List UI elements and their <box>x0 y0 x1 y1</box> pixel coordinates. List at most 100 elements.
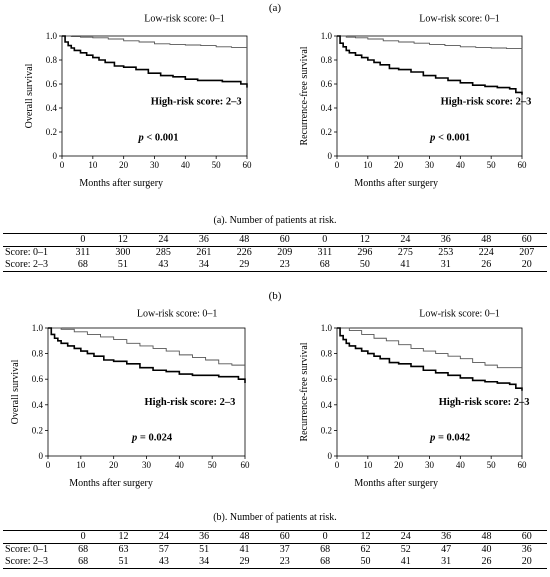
y-tick-label: 0 <box>53 151 58 161</box>
row-label: Score: 0–1 <box>5 544 49 555</box>
x-tick-label: 30 <box>425 460 435 470</box>
count-cell: 311 <box>317 247 333 258</box>
high-risk-curve <box>48 327 246 384</box>
high-risk-curve <box>62 35 248 88</box>
low-risk-label: Low-risk score: 0–1 <box>137 308 218 319</box>
y-tick-label: 0.2 <box>32 425 43 435</box>
count-cell: 224 <box>478 247 494 258</box>
count-cell: 68 <box>320 544 331 555</box>
count-cell: 51 <box>102 259 144 272</box>
panel-b-label: (b) <box>268 290 282 302</box>
time-cell: 60 <box>264 530 305 544</box>
y-axis-label: Overall survival <box>24 63 35 128</box>
count-cell: 68 <box>304 259 345 272</box>
y-tick-label: 1.0 <box>46 31 58 41</box>
time-cell: 60 <box>506 233 547 247</box>
low-risk-curve <box>62 35 247 48</box>
count-cell: 68 <box>78 544 89 555</box>
count-cell: 36 <box>521 544 532 555</box>
count-cell: 68 <box>304 556 346 569</box>
time-cell: 24 <box>385 530 426 544</box>
low-risk-label: Low-risk score: 0–1 <box>419 14 500 25</box>
x-tick-label: 40 <box>456 460 466 470</box>
time-cell: 24 <box>143 233 184 247</box>
count-cell: 62 <box>360 544 371 555</box>
count-cell: 275 <box>397 247 413 258</box>
caption-a: (a). Number of patients at risk. <box>213 215 337 226</box>
time-cell: 12 <box>103 530 144 544</box>
high-risk-curve <box>337 327 523 391</box>
y-tick-label: 0.4 <box>321 400 333 410</box>
y-tick-label: 0.2 <box>321 425 332 435</box>
time-cell: 48 <box>224 233 265 247</box>
table-row: Score: 0–1 311 300 285 261 226 209 311 2… <box>3 247 547 260</box>
count-cell: 23 <box>264 556 305 569</box>
x-tick-label: 50 <box>487 160 497 170</box>
count-cell: 50 <box>344 259 386 272</box>
low-risk-label: Low-risk score: 0–1 <box>144 14 225 25</box>
count-cell: 296 <box>357 247 373 258</box>
y-tick-label: 0.2 <box>321 127 332 137</box>
table-row: Score: 2–3 68 51 43 34 29 23 68 50 41 31… <box>3 556 547 569</box>
y-axis-label: Overall survival <box>10 359 21 424</box>
x-tick-label: 30 <box>150 160 160 170</box>
count-cell: 209 <box>277 247 293 258</box>
count-cell: 285 <box>155 247 171 258</box>
count-cell: 37 <box>279 544 290 555</box>
y-tick-label: 0.6 <box>32 374 44 384</box>
row-label: Score: 2–3 <box>3 259 63 272</box>
count-cell: 20 <box>506 556 547 569</box>
x-tick-label: 20 <box>394 460 404 470</box>
count-cell: 40 <box>481 544 492 555</box>
count-cell: 31 <box>425 556 467 569</box>
x-tick-label: 50 <box>208 460 218 470</box>
count-cell: 68 <box>63 556 104 569</box>
high-risk-label: High-risk score: 2–3 <box>441 96 532 107</box>
count-cell: 51 <box>103 556 144 569</box>
x-tick-label: 40 <box>175 460 185 470</box>
y-tick-label: 1.0 <box>321 31 333 41</box>
count-cell: 51 <box>199 544 210 555</box>
table-row: Score: 2–3 68 51 43 34 29 23 68 50 41 31… <box>3 259 547 272</box>
low-risk-curve <box>337 35 523 50</box>
x-tick-label: 20 <box>394 160 404 170</box>
x-axis-label: Months after surgery <box>79 178 163 189</box>
y-tick-label: 0.2 <box>46 127 57 137</box>
x-tick-label: 30 <box>425 160 435 170</box>
x-axis-label: Months after surgery <box>69 478 153 489</box>
x-tick-label: 50 <box>212 160 222 170</box>
x-tick-label: 10 <box>363 460 373 470</box>
risk-table-b: 0 12 24 36 48 60 0 12 24 36 48 60 Score:… <box>3 530 547 569</box>
count-cell: 47 <box>441 544 452 555</box>
count-cell: 52 <box>400 544 411 555</box>
count-cell: 41 <box>385 556 426 569</box>
count-cell: 253 <box>438 247 454 258</box>
x-tick-label: 60 <box>241 460 251 470</box>
low-risk-label: Low-risk score: 0–1 <box>419 308 500 319</box>
count-cell: 261 <box>196 247 212 258</box>
count-cell: 300 <box>115 247 131 258</box>
x-axis-label: Months after surgery <box>354 178 438 189</box>
count-cell: 34 <box>183 259 225 272</box>
count-cell: 29 <box>224 556 265 569</box>
count-cell: 43 <box>143 556 184 569</box>
chart-recurrence-free-survival-b: 0 10 20 30 40 50 60 0 0.2 0.4 0.6 0.8 1.0 Months afte… <box>299 308 530 489</box>
p-value-label: p = 0.024 <box>131 433 173 444</box>
high-risk-label: High-risk score: 2–3 <box>145 397 236 408</box>
y-axis-label: Recurrence-free survival <box>299 46 310 145</box>
time-cell: 0 <box>63 233 103 247</box>
count-cell: 20 <box>506 259 547 272</box>
time-cell: 36 <box>183 233 225 247</box>
x-tick-label: 60 <box>243 160 253 170</box>
count-cell: 68 <box>63 259 103 272</box>
p-value-label: p = 0.042 <box>429 433 470 444</box>
count-cell: 50 <box>345 556 386 569</box>
time-cell: 60 <box>506 530 547 544</box>
low-risk-curve <box>337 327 522 369</box>
y-tick-label: 0.8 <box>321 55 333 65</box>
x-tick-label: 10 <box>76 460 86 470</box>
y-tick-label: 1.0 <box>32 323 44 333</box>
chart-overall-survival-b: 0 10 20 30 40 50 60 0 0.2 0.4 0.6 0.8 1.0 Months afte… <box>10 308 251 489</box>
time-cell: 60 <box>264 233 305 247</box>
count-cell: 63 <box>118 544 129 555</box>
